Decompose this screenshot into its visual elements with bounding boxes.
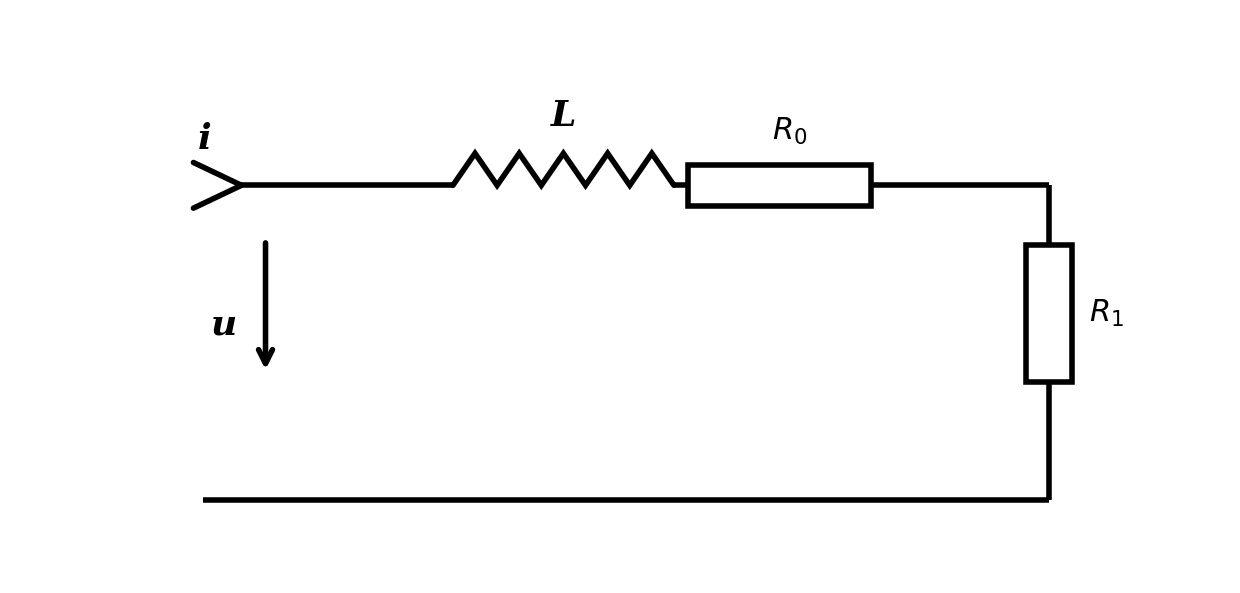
Text: $R_1$: $R_1$ (1089, 298, 1123, 329)
Text: u: u (211, 308, 237, 342)
Bar (1025, 245, 1071, 382)
Bar (688, 165, 870, 206)
Text: $R_0$: $R_0$ (771, 116, 807, 146)
Text: i: i (198, 122, 212, 155)
Text: L: L (551, 99, 577, 133)
